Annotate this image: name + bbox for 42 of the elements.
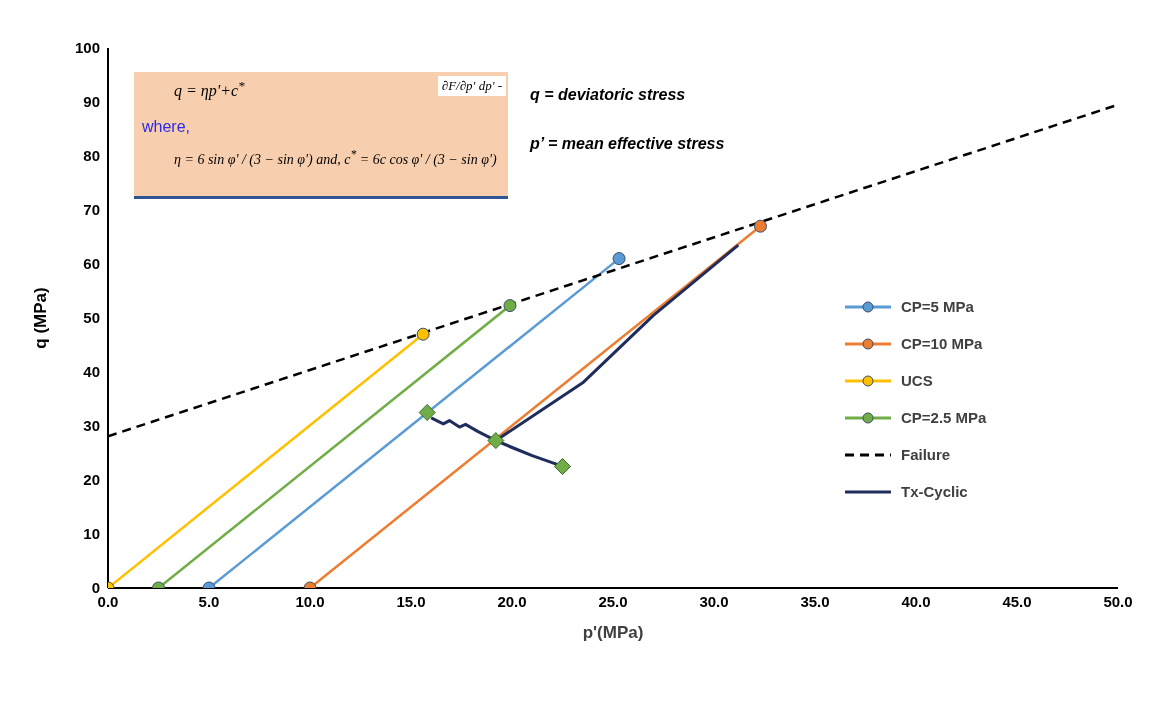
y-tick-label: 0: [91, 579, 100, 597]
legend-label: CP=2.5 MPa: [901, 409, 987, 426]
x-tick-label: 15.0: [396, 592, 426, 610]
y-tick-label: 20: [83, 471, 100, 489]
x-tick-label: 30.0: [699, 592, 729, 610]
y-tick-label: 40: [83, 363, 100, 381]
legend-label: Tx-Cyclic: [901, 483, 968, 500]
annotation: p’ = mean effective stress: [530, 135, 725, 152]
y-tick-label: 70: [83, 201, 100, 219]
x-tick-label: 40.0: [901, 592, 931, 610]
x-tick-label: 25.0: [598, 592, 628, 610]
annotation: q = deviatoric stress: [530, 86, 686, 103]
point: [503, 299, 517, 313]
x-tick-label: 45.0: [1002, 592, 1032, 610]
legend-label: CP=5 MPa: [901, 298, 974, 315]
annotation: q = ηp'+c$^{*}$: [174, 78, 245, 100]
point: [554, 458, 571, 475]
x-tick-label: 5.0: [198, 592, 220, 610]
point: [612, 252, 626, 266]
y-tick-label: 50: [83, 309, 100, 327]
x-tick-label: 0.0: [97, 592, 119, 610]
x-tick-label: 10.0: [295, 592, 325, 610]
x-tick-label: 20.0: [497, 592, 527, 610]
y-tick-label: 10: [83, 525, 100, 543]
point: [753, 219, 767, 233]
legend-label: CP=10 MPa: [901, 335, 983, 352]
annotation: η = 6 sin φ' / (3 − sin φ') and, c$^{*}$ = 6c cos φ' / (3 − sin φ'): [174, 148, 497, 167]
y-tick-label: 30: [83, 417, 100, 435]
annotation: where,: [142, 118, 191, 135]
legend-label: Failure: [901, 446, 951, 463]
y-axis-title: q (MPa): [31, 287, 51, 349]
x-tick-label: 50.0: [1103, 592, 1133, 610]
y-tick-label: 60: [83, 255, 100, 273]
x-tick-label: 35.0: [800, 592, 830, 610]
point: [418, 404, 436, 421]
legend-label: UCS: [901, 372, 933, 389]
y-tick-label: 80: [83, 147, 100, 165]
x-axis-title: p'(MPa): [582, 623, 644, 642]
point: [487, 432, 505, 450]
y-tick-label: 90: [83, 93, 100, 111]
annotation: ∂F/∂p' dp' -: [441, 78, 502, 93]
y-tick-label: 100: [74, 39, 100, 57]
